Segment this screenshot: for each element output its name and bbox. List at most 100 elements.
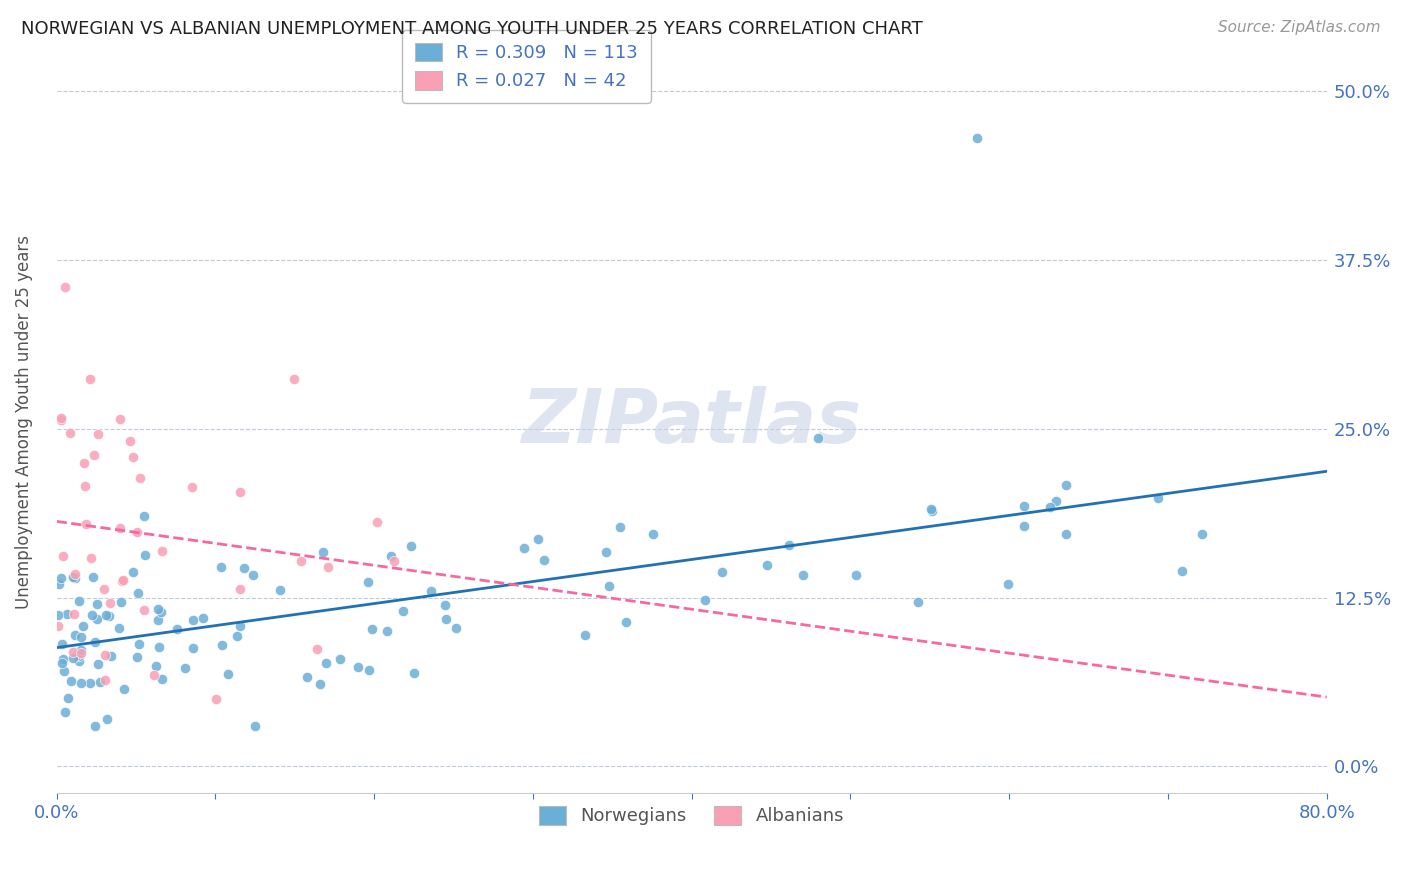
Point bbox=[67, 654, 90, 668]
Point bbox=[93, 648, 115, 662]
Point bbox=[49, 411, 72, 425]
Point bbox=[907, 595, 929, 609]
Point bbox=[290, 554, 312, 568]
Point bbox=[152, 544, 174, 558]
Point bbox=[574, 628, 596, 642]
Point bbox=[283, 371, 305, 385]
Point bbox=[225, 629, 247, 643]
Point bbox=[67, 594, 90, 608]
Point bbox=[65, 627, 87, 641]
Point bbox=[148, 640, 170, 654]
Point bbox=[127, 586, 149, 600]
Point bbox=[1191, 526, 1213, 541]
Point bbox=[83, 448, 105, 462]
Point bbox=[59, 426, 82, 441]
Text: NORWEGIAN VS ALBANIAN UNEMPLOYMENT AMONG YOUTH UNDER 25 YEARS CORRELATION CHART: NORWEGIAN VS ALBANIAN UNEMPLOYMENT AMONG… bbox=[21, 20, 922, 37]
Point bbox=[806, 431, 828, 445]
Point bbox=[93, 673, 115, 688]
Point bbox=[70, 646, 93, 660]
Point bbox=[79, 676, 101, 690]
Y-axis label: Unemployment Among Youth under 25 years: Unemployment Among Youth under 25 years bbox=[15, 235, 32, 609]
Point bbox=[357, 575, 380, 590]
Point bbox=[100, 649, 122, 664]
Point bbox=[108, 521, 131, 535]
Point bbox=[309, 677, 332, 691]
Point bbox=[1014, 519, 1036, 533]
Point bbox=[966, 131, 988, 145]
Point bbox=[145, 658, 167, 673]
Point bbox=[120, 434, 142, 449]
Point bbox=[228, 485, 250, 500]
Point bbox=[82, 569, 104, 583]
Point bbox=[382, 554, 405, 568]
Point bbox=[778, 538, 800, 552]
Point bbox=[533, 553, 555, 567]
Point bbox=[51, 637, 73, 651]
Point bbox=[920, 502, 942, 516]
Point bbox=[420, 583, 443, 598]
Point bbox=[70, 676, 93, 690]
Point bbox=[444, 621, 467, 635]
Point bbox=[434, 612, 457, 626]
Point bbox=[366, 515, 388, 529]
Point bbox=[110, 595, 132, 609]
Point bbox=[108, 621, 131, 635]
Point bbox=[70, 631, 93, 645]
Point bbox=[595, 545, 617, 559]
Point bbox=[53, 664, 76, 678]
Point bbox=[211, 638, 233, 652]
Point bbox=[87, 426, 110, 441]
Text: ZIPatlas: ZIPatlas bbox=[522, 385, 862, 458]
Point bbox=[312, 545, 335, 559]
Point bbox=[96, 712, 118, 726]
Point bbox=[49, 413, 72, 427]
Point bbox=[380, 549, 402, 563]
Point bbox=[51, 656, 73, 670]
Point bbox=[125, 650, 148, 665]
Point bbox=[711, 566, 734, 580]
Point bbox=[49, 571, 72, 585]
Point bbox=[173, 661, 195, 675]
Point bbox=[527, 533, 550, 547]
Point bbox=[1012, 499, 1035, 513]
Point bbox=[598, 579, 620, 593]
Point bbox=[315, 656, 337, 670]
Point bbox=[65, 571, 87, 585]
Point bbox=[62, 570, 84, 584]
Point bbox=[121, 450, 143, 465]
Point bbox=[242, 568, 264, 582]
Point bbox=[93, 582, 115, 597]
Point bbox=[404, 666, 426, 681]
Point bbox=[80, 607, 103, 622]
Point bbox=[72, 619, 94, 633]
Point bbox=[112, 681, 135, 696]
Point bbox=[111, 573, 134, 587]
Point bbox=[329, 652, 352, 666]
Point bbox=[209, 559, 232, 574]
Point bbox=[52, 549, 75, 563]
Point bbox=[62, 645, 84, 659]
Point bbox=[53, 705, 76, 719]
Point bbox=[643, 527, 665, 541]
Point bbox=[150, 672, 173, 686]
Point bbox=[347, 660, 370, 674]
Point bbox=[181, 613, 204, 627]
Point bbox=[375, 624, 398, 638]
Point bbox=[997, 577, 1019, 591]
Point bbox=[1147, 491, 1170, 505]
Point bbox=[695, 593, 717, 607]
Point bbox=[146, 602, 169, 616]
Point bbox=[609, 520, 631, 534]
Point bbox=[316, 560, 339, 574]
Point bbox=[295, 670, 318, 684]
Point bbox=[1045, 494, 1067, 508]
Point bbox=[399, 539, 422, 553]
Point bbox=[921, 504, 943, 518]
Point bbox=[89, 675, 111, 690]
Point bbox=[183, 641, 205, 656]
Point bbox=[142, 668, 165, 682]
Point bbox=[65, 567, 87, 582]
Point bbox=[129, 471, 152, 485]
Point bbox=[67, 649, 90, 664]
Point bbox=[73, 479, 96, 493]
